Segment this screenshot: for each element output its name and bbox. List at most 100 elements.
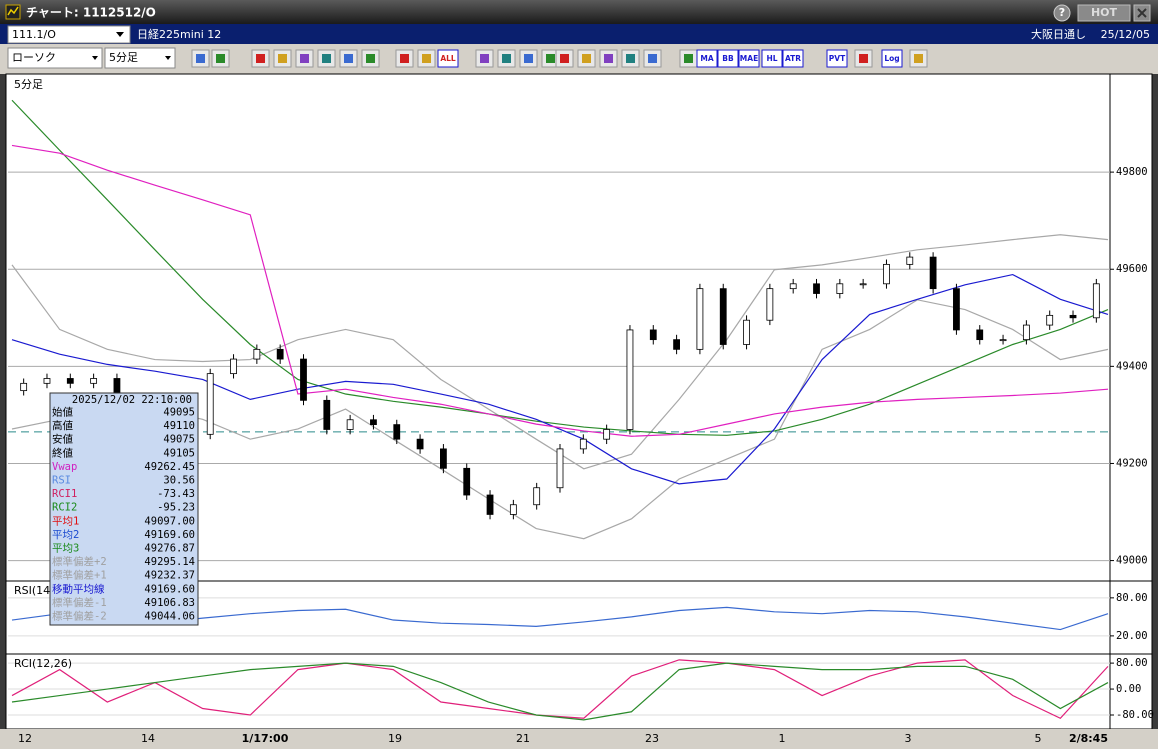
toolbar-button[interactable] [717,49,739,68]
toolbar-label: ATR [785,54,801,63]
toolbar-button[interactable] [696,49,718,68]
info-label: 終値 [52,446,73,459]
panel-title: RCI(12,26) [14,657,72,670]
x-tick-label: 21 [516,732,530,745]
candle-body [719,288,727,345]
info-value: 49262.45 [144,461,195,473]
info-value: 49169.60 [144,529,195,541]
info-label: RSI [52,475,71,487]
candle-body [486,494,494,515]
toolbar-glyph [256,54,265,63]
panel-title: 5分足 [14,78,43,91]
candle-body [976,329,984,341]
candle-body [626,329,634,430]
info-label: RCI2 [52,502,77,514]
info-label: 安値 [52,433,73,446]
x-tick-label: 23 [645,732,659,745]
toolbar-glyph [582,54,591,63]
y-tick-label: 20.00 [1116,630,1148,642]
y-tick-label: 49400 [1116,360,1148,372]
toolbar-glyph [400,54,409,63]
title-bar [0,0,1158,24]
hot-label: HOT [1091,6,1118,19]
info-label: 始値 [52,406,73,419]
dropdown-arrow [165,56,171,60]
info-label: 標準偏差-2 [52,610,107,623]
toolbar-glyph [560,54,569,63]
chart-kind-select[interactable] [7,47,103,69]
candle-body [323,399,331,430]
toolbar-button[interactable] [782,49,804,68]
y-tick-label: 80.00 [1116,592,1148,604]
candle-body [416,438,424,450]
candle-body [649,329,657,341]
toolbar-label: PVT [829,54,846,63]
toolbar-glyph [859,54,868,63]
info-value: 49110 [163,420,195,432]
info-label: 標準偏差+2 [52,555,107,568]
info-value: -95.23 [157,502,195,514]
candle-body [1092,283,1100,319]
indicator-line [11,662,1109,721]
candle-body [789,283,797,290]
toolbar-button[interactable] [738,49,760,68]
candle-body [300,358,307,401]
toolbar-label: MAE [740,54,758,63]
y-tick-label: 49800 [1116,166,1148,178]
toolbar-glyph [366,54,375,63]
candle-body [90,378,98,384]
candle-body [766,288,774,321]
x-tick-label: 3 [905,732,912,745]
hot-button[interactable] [1077,4,1131,22]
toolbar-label: Log [884,54,899,63]
toolbar-icons: ALL MA BB MAE HL ATR PVT Log [191,49,928,68]
info-label: RCI1 [52,488,77,500]
candle-body [533,487,541,506]
session: 大阪日通し [1031,27,1086,41]
info-label: 標準偏差+1 [52,569,107,582]
info-value: 49105 [163,447,195,459]
info-label: 平均2 [52,529,79,541]
close-icon [1137,8,1147,18]
x-tick-label: 1/17:00 [242,732,289,745]
toolbar-button[interactable] [826,49,848,68]
info-label: Vwap [52,461,77,473]
info-value: 49095 [163,407,195,419]
dropdown-arrow [116,32,124,37]
toolbar-glyph [626,54,635,63]
dropdown-arrow [92,56,98,60]
info-panel [49,392,199,626]
x-tick-label: 1 [779,732,786,745]
interval-select[interactable] [104,47,176,69]
toolbar-label: MA [700,54,713,63]
toolbar-label: HL [766,54,777,63]
toolbar-button[interactable] [761,49,783,68]
candle-body [883,263,890,285]
panel [8,659,1110,721]
toolbar-button[interactable] [437,49,459,68]
indicator-line [11,144,1109,437]
candle-body [929,256,937,290]
candle-body [673,339,680,350]
toolbar-button[interactable] [881,49,903,68]
plots: 5分足 49000 49200 49400 49600 49800 RSI(14) 20.00… [8,78,1154,721]
candle-body [346,419,354,430]
x-tick-label: 19 [388,732,402,745]
candle-body [66,378,74,384]
toolbar-glyph [216,54,225,63]
y-tick-label: 0.00 [1116,683,1141,695]
y-tick-label: 80.00 [1116,657,1148,669]
toolbar-glyph [344,54,353,63]
candle-body [999,339,1007,342]
candle-body [579,438,587,450]
y-tick-label: 49000 [1116,555,1148,567]
toolbar-glyph [502,54,511,63]
info-value: 49276.87 [144,543,195,555]
help-button[interactable] [1053,4,1071,22]
candle-body [276,348,284,360]
indicator-line [11,273,1109,485]
info-label: 標準偏差-1 [52,596,107,609]
symbol-input[interactable] [7,25,131,44]
info-value: 49232.37 [144,570,195,582]
